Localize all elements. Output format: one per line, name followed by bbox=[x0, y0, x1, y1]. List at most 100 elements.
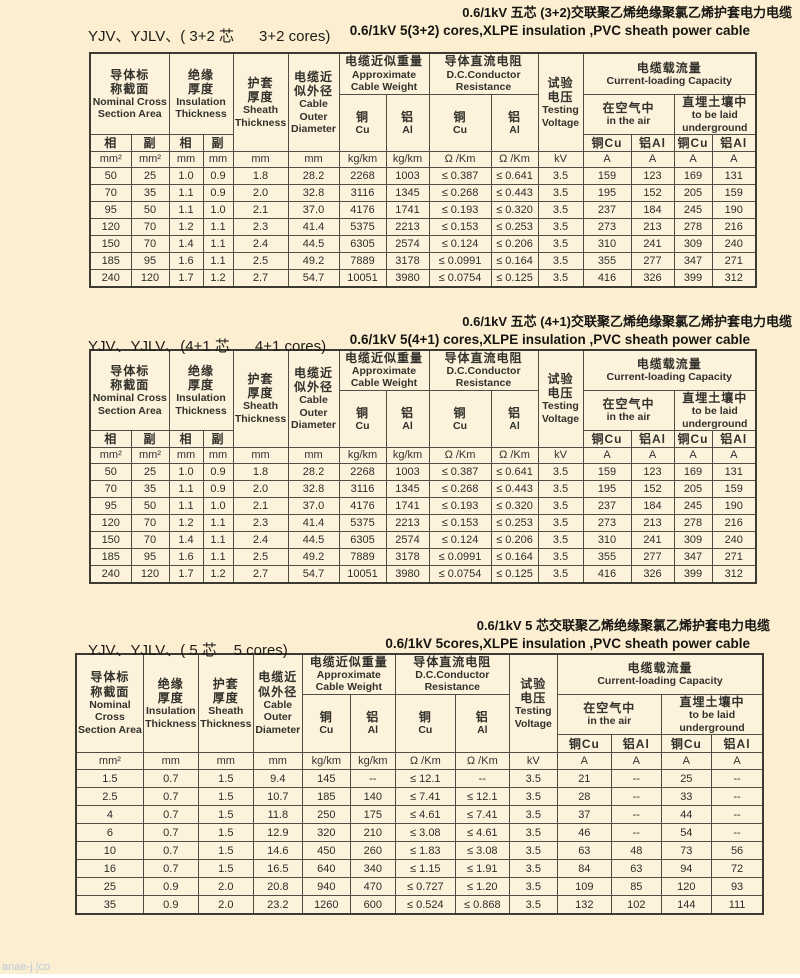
header-text: 导体标 bbox=[110, 67, 150, 82]
header-text: in the air bbox=[587, 715, 632, 728]
data-cell: 271 bbox=[711, 252, 757, 271]
header-cell: 铝Al bbox=[630, 134, 675, 153]
header-text: 电缆近似重量 bbox=[344, 54, 423, 69]
section-4plus1-cores: YJV、YJLV、(4+1 芯 4+1 cores) 0.6/1kV 五芯 (4… bbox=[0, 314, 800, 585]
section-titles: 0.6/1kV 5 芯交联聚乙烯绝缘聚氯乙烯护套电力电缆 0.6/1kV 5co… bbox=[385, 618, 800, 652]
data-cell: 49.2 bbox=[287, 252, 340, 271]
data-cell: 132 bbox=[556, 895, 612, 915]
data-cell: 123 bbox=[630, 167, 675, 186]
section-title-row: YJV、YJLV、( 5 芯 5 cores) 0.6/1kV 5 芯交联聚乙烯… bbox=[0, 618, 800, 658]
header-text: mm bbox=[268, 754, 287, 767]
data-cell: 70 bbox=[89, 480, 132, 499]
data-cell: 33 bbox=[660, 787, 712, 807]
header-text: mm² bbox=[99, 449, 122, 462]
data-cell: 2.3 bbox=[232, 218, 289, 237]
header-text: 铝Al bbox=[720, 432, 748, 447]
data-cell: 278 bbox=[673, 218, 713, 237]
header-text: 厚度 bbox=[187, 81, 214, 96]
header-text: 试验 bbox=[520, 676, 547, 691]
data-cell: 25 bbox=[130, 463, 170, 482]
header-text: Thickness bbox=[175, 404, 227, 417]
header-text: 副 bbox=[143, 136, 157, 151]
data-cell: 4176 bbox=[338, 201, 387, 220]
unit-cell: A bbox=[582, 447, 632, 465]
data-cell: 195 bbox=[582, 480, 632, 499]
data-cell: ≤ 0.153 bbox=[428, 218, 492, 237]
header-text: Voltage bbox=[541, 413, 580, 426]
data-cell: ≤ 0.193 bbox=[428, 201, 492, 220]
data-cell: 1.2 bbox=[202, 565, 234, 584]
header-text: 电压 bbox=[520, 690, 547, 705]
spec-table-3plus2-cores: 导体标 称截面 Nominal Cross Section Area 绝缘 厚度 Insul… bbox=[89, 52, 757, 289]
data-cell: 640 bbox=[301, 859, 351, 879]
data-cell: 3116 bbox=[338, 184, 387, 203]
data-cell: 3.5 bbox=[537, 565, 584, 584]
data-cell: 152 bbox=[630, 184, 675, 203]
header-text: A bbox=[603, 449, 611, 462]
data-cell: 6 bbox=[75, 823, 144, 843]
data-cell: 245 bbox=[673, 201, 713, 220]
header-text: Cu bbox=[319, 724, 334, 737]
data-cell: 73 bbox=[660, 841, 712, 861]
header-text: Cu bbox=[418, 724, 433, 737]
unit-cell: Ω /Km bbox=[454, 752, 510, 771]
header-text: Diameter bbox=[255, 723, 301, 736]
header-cell: 直埋土壤中 to be laid underground bbox=[673, 389, 757, 432]
data-cell: 2.5 bbox=[232, 548, 289, 567]
data-cell: 326 bbox=[630, 269, 675, 288]
unit-cell: Ω /Km bbox=[490, 151, 539, 169]
data-cell: 120 bbox=[89, 218, 132, 237]
header-text: 导体直流电阻 bbox=[413, 654, 492, 669]
header-text: 铝Al bbox=[638, 136, 666, 151]
data-cell: 310 bbox=[582, 235, 632, 254]
header-text: 铝 bbox=[507, 109, 521, 124]
header-text: Cu bbox=[453, 419, 467, 432]
data-cell: 28.2 bbox=[287, 167, 340, 186]
data-cell: ≤ 0.0754 bbox=[428, 269, 492, 288]
data-cell: 102 bbox=[610, 895, 662, 915]
data-cell: ≤ 0.124 bbox=[428, 235, 492, 254]
table-row: 150 70 1.4 1.1 2.4 44.5 6305 2574 ≤ 0.124 ≤ 0.206… bbox=[89, 531, 757, 550]
header-text: 厚度 bbox=[247, 386, 274, 401]
data-cell: 347 bbox=[673, 252, 713, 271]
header-text: Testing bbox=[542, 400, 579, 413]
data-cell: 250 bbox=[301, 805, 351, 825]
unit-cell: mm² bbox=[89, 151, 132, 169]
data-cell: 1.1 bbox=[168, 497, 204, 516]
header-text: Insulation bbox=[146, 705, 196, 718]
data-cell: 11.8 bbox=[252, 805, 303, 825]
data-cell: 28.2 bbox=[287, 463, 340, 482]
header-cell: 护套 厚度 Sheath Thickness bbox=[232, 52, 289, 153]
table-row: 120 70 1.2 1.1 2.3 41.4 5375 2213 ≤ 0.153 ≤ 0.253… bbox=[89, 218, 757, 237]
data-cell: 470 bbox=[349, 877, 396, 897]
header-cell: 试验 电压 Testing Voltage bbox=[537, 52, 584, 153]
data-cell: 600 bbox=[349, 895, 396, 915]
data-cell: 216 bbox=[711, 514, 757, 533]
data-cell: ≤ 0.125 bbox=[490, 269, 539, 288]
header-text: Sheath bbox=[242, 104, 278, 117]
data-cell: 1.5 bbox=[197, 841, 254, 861]
data-cell: 72 bbox=[710, 859, 764, 879]
unit-cell: A bbox=[630, 447, 675, 465]
header-text: 铝 bbox=[475, 710, 489, 725]
header-text: Al bbox=[477, 724, 488, 737]
data-cell: 3.5 bbox=[508, 805, 558, 825]
data-cell: -- bbox=[610, 787, 662, 807]
data-cell: 3980 bbox=[385, 565, 430, 584]
data-cell: ≤ 0.641 bbox=[490, 167, 539, 186]
data-cell: ≤ 0.268 bbox=[428, 480, 492, 499]
data-cell: 5375 bbox=[338, 218, 387, 237]
data-cell: 416 bbox=[582, 565, 632, 584]
header-text: Cable bbox=[299, 98, 328, 111]
unit-cell: Ω /Km bbox=[428, 151, 492, 169]
data-cell: 3.5 bbox=[537, 514, 584, 533]
data-cell: 2574 bbox=[385, 235, 430, 254]
data-cell: 3.5 bbox=[508, 823, 558, 843]
data-cell: 3980 bbox=[385, 269, 430, 288]
header-text: Sheath bbox=[208, 705, 244, 718]
data-cell: 109 bbox=[556, 877, 612, 897]
data-cell: 3.5 bbox=[508, 859, 558, 879]
data-cell: 3.5 bbox=[537, 252, 584, 271]
header-cell: 试验 电压 Testing Voltage bbox=[537, 349, 584, 449]
